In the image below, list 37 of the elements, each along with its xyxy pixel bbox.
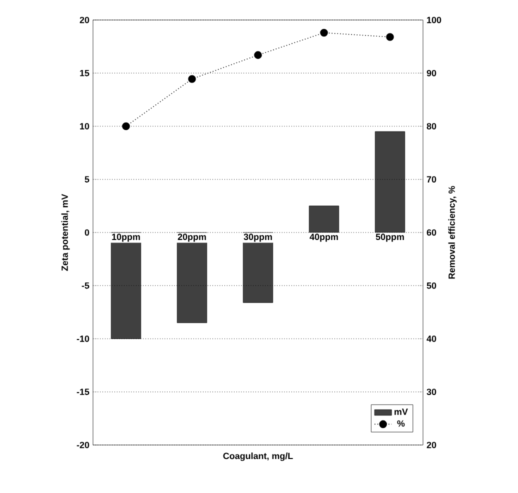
legend-label: % <box>397 420 405 427</box>
y-tick-label: 15 <box>80 70 90 76</box>
y2-tick-label: 100 <box>427 16 442 24</box>
y-tick-label: -15 <box>76 388 90 396</box>
y2-tick-label: 20 <box>426 442 436 448</box>
x-tick-label: 20ppm <box>178 234 206 242</box>
y-tick-label: 0 <box>84 229 90 236</box>
x-tick-label: 40ppm <box>310 234 338 242</box>
y-tick-label: 5 <box>84 176 90 183</box>
bar <box>308 206 340 233</box>
bar <box>110 232 142 339</box>
x-tick-label: 50ppm <box>376 234 404 242</box>
y2-tick-label: 70 <box>426 176 436 183</box>
y2-tick-label: 90 <box>426 70 436 76</box>
y-tick-label: -5 <box>82 282 90 289</box>
point <box>254 51 262 59</box>
y2-tick-label: 50 <box>426 282 436 289</box>
point <box>188 75 196 83</box>
x-tick-label: 10ppm <box>112 234 140 242</box>
point <box>320 28 328 37</box>
point <box>386 33 394 41</box>
y-axis-title: Zeta potential, mV <box>61 194 70 271</box>
y-tick-label: -10 <box>76 336 90 342</box>
bar <box>176 232 208 324</box>
y-tick-label: 20 <box>80 16 90 24</box>
x-axis-title: Coagulant, mg/L <box>223 452 293 461</box>
y2-tick-label: 40 <box>426 336 436 342</box>
y2-axis-title: Removal efficiency, % <box>448 186 457 279</box>
x-tick-label: 30ppm <box>244 234 272 242</box>
y2-tick-label: 60 <box>426 229 436 236</box>
y-tick-label: 10 <box>80 123 90 130</box>
bar <box>374 131 406 233</box>
point <box>122 122 130 130</box>
legend-label: mV <box>394 408 408 415</box>
y2-tick-label: 30 <box>426 388 436 396</box>
y2-tick-label: 80 <box>426 123 436 130</box>
y-tick-label: -20 <box>76 442 90 448</box>
